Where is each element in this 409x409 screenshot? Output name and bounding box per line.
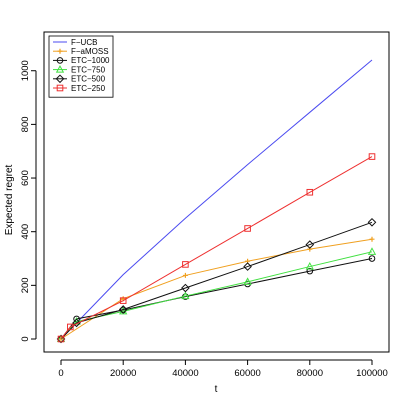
series-line: [60, 221, 373, 340]
series-etc-250: [57, 153, 376, 343]
legend-label: ETC−750: [71, 65, 106, 74]
data-point: [243, 277, 252, 285]
data-point: [368, 255, 376, 262]
legend-label: ETC−500: [71, 75, 106, 84]
data-point: [368, 153, 376, 160]
series-line: [60, 258, 373, 340]
series-line: [60, 156, 373, 340]
legend-marker: [57, 48, 63, 54]
data-point: [367, 217, 377, 227]
data-point: [67, 323, 74, 331]
data-point: [119, 297, 127, 304]
y-axis-title: Expected regret: [4, 164, 15, 235]
x-tick-label: 40000: [172, 368, 198, 379]
legend-item: ETC−750: [53, 65, 106, 74]
data-point: [182, 272, 188, 278]
legend-item: ETC−250: [53, 84, 106, 93]
data-point: [244, 225, 251, 232]
data-point: [305, 240, 315, 249]
legend-item: F−aMOSS: [53, 47, 109, 56]
y-tick-label: 600: [20, 170, 31, 186]
x-tick-label: 80000: [297, 368, 323, 379]
x-tick-label: 100000: [356, 368, 388, 379]
legend-label: ETC−1000: [71, 56, 110, 65]
legend-item: F−UCB: [53, 38, 97, 47]
data-point: [118, 305, 128, 314]
series-layer: [56, 59, 377, 344]
series-etc-500: [56, 217, 377, 344]
data-point: [306, 267, 314, 275]
y-tick-label: 0: [20, 336, 31, 341]
data-point: [367, 247, 377, 255]
data-point: [181, 283, 190, 293]
y-tick-label: 800: [20, 116, 31, 132]
legend-marker: [56, 57, 64, 64]
x-tick-label: 60000: [234, 368, 260, 379]
legend-marker: [55, 65, 65, 73]
series-line: [60, 59, 373, 340]
y-tick-label: 400: [20, 224, 31, 240]
x-tick-label: 0: [58, 368, 63, 379]
data-point: [306, 188, 314, 196]
legend-marker: [56, 84, 64, 92]
data-point: [307, 246, 313, 252]
series-line: [60, 251, 373, 340]
series-f-ucb: [60, 59, 373, 340]
legend-marker: [55, 74, 65, 84]
legend-label: F−aMOSS: [71, 47, 109, 56]
y-tick-label: 200: [20, 277, 31, 293]
x-axis-title: t: [215, 384, 218, 395]
data-point: [72, 318, 81, 328]
legend-label: F−UCB: [71, 38, 97, 47]
data-point: [182, 261, 189, 268]
legend-label: ETC−250: [71, 84, 106, 93]
data-point: [181, 291, 190, 300]
legend-item: ETC−500: [53, 74, 106, 84]
plot-border: [43, 31, 390, 353]
plot-area: [43, 31, 390, 353]
legend-item: ETC−1000: [53, 56, 110, 65]
series-etc-750: [56, 247, 377, 342]
x-axis: 0 20000 40000 60000 80000 100000: [58, 359, 388, 379]
legend: F−UCBF−aMOSSETC−1000ETC−750ETC−500ETC−25…: [48, 35, 114, 98]
data-point: [57, 335, 65, 343]
x-tick-label: 20000: [110, 368, 136, 379]
data-point: [243, 262, 252, 271]
data-point: [369, 236, 375, 242]
y-axis: 0 200 400 600 800 1000: [20, 60, 37, 342]
data-point: [305, 262, 314, 270]
y-tick-label: 1000: [20, 60, 31, 81]
